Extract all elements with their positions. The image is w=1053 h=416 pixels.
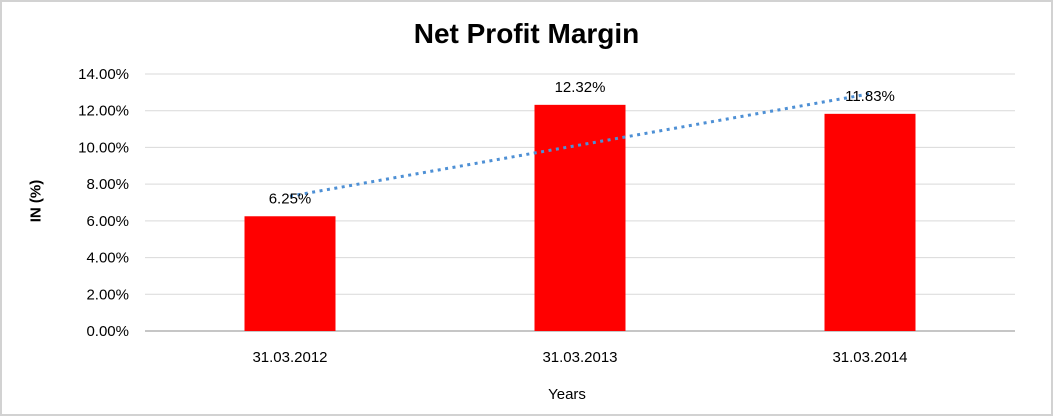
- y-tick-label: 12.00%: [78, 103, 129, 120]
- bar: [824, 113, 916, 332]
- x-axis-title: Years: [548, 386, 586, 403]
- x-category-label: 31.03.2013: [542, 349, 617, 366]
- data-label: 6.25%: [269, 190, 312, 207]
- y-tick-label: 10.00%: [78, 139, 129, 156]
- data-label: 12.32%: [555, 79, 606, 96]
- x-category-label: 31.03.2014: [832, 349, 907, 366]
- y-tick-label: 0.00%: [86, 323, 129, 340]
- y-tick-label: 14.00%: [78, 66, 129, 83]
- y-tick-label: 4.00%: [86, 250, 129, 267]
- x-category-label: 31.03.2012: [252, 349, 327, 366]
- y-tick-label: 6.00%: [86, 213, 129, 230]
- trendline: [289, 92, 871, 198]
- y-tick-label: 2.00%: [86, 286, 129, 303]
- bar: [534, 104, 626, 331]
- bar: [244, 216, 336, 331]
- chart-title: Net Profit Margin: [413, 18, 640, 49]
- data-label: 11.83%: [845, 88, 895, 105]
- y-tick-label: 8.00%: [86, 176, 129, 193]
